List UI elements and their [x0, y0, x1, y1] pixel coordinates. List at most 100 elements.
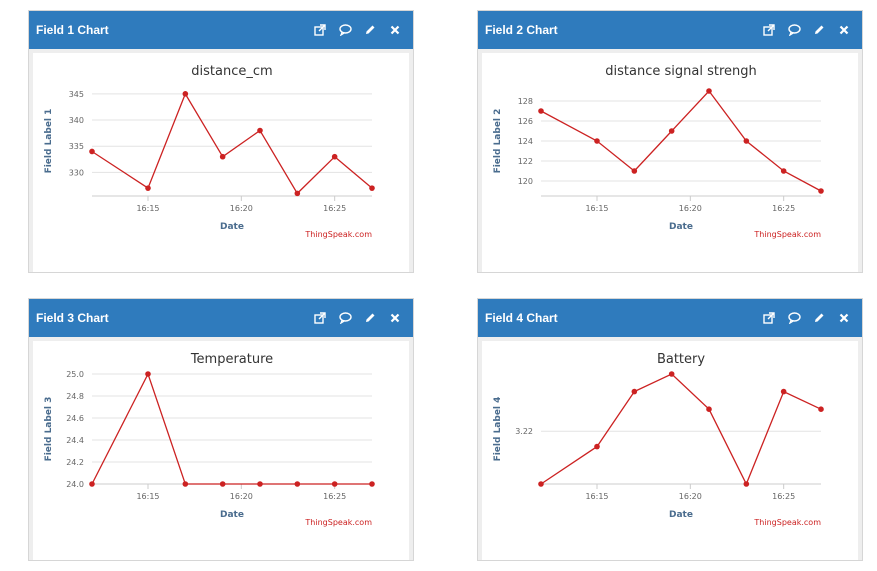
x-axis-label: Date [669, 510, 693, 520]
x-tick-label: 16:15 [136, 492, 159, 501]
comment-icon[interactable] [337, 310, 353, 326]
data-point[interactable] [780, 388, 787, 395]
y-tick-label: 24.8 [66, 392, 84, 401]
x-tick-label: 16:25 [772, 204, 795, 213]
y-tick-label: 126 [518, 117, 533, 126]
chart-svg: Battery 3.22 16:15 16:20 16:25 Date Field Labe… [493, 352, 824, 527]
data-point[interactable] [257, 481, 263, 487]
external-link-icon[interactable] [761, 22, 777, 38]
external-link-icon[interactable] [312, 310, 328, 326]
pencil-icon[interactable] [811, 22, 827, 38]
thingspeak-credit-link[interactable]: ThingSpeak.com [753, 518, 821, 527]
close-icon[interactable] [387, 310, 403, 326]
data-point[interactable] [89, 481, 95, 487]
data-point[interactable] [89, 148, 95, 155]
pencil-icon[interactable] [811, 310, 827, 326]
panel-tools [312, 310, 403, 326]
data-point[interactable] [257, 127, 263, 134]
y-axis-label: Field Label 2 [493, 109, 503, 174]
chart-svg: distance_cm 330 335 340 345 16:15 16:20 16:25 Da… [44, 64, 375, 239]
data-point[interactable] [219, 153, 226, 160]
data-point[interactable] [369, 185, 375, 191]
data-point[interactable] [706, 406, 712, 412]
y-tick-label: 335 [69, 142, 84, 151]
y-tick-label: 128 [518, 97, 533, 106]
x-tick-label: 16:15 [585, 204, 608, 213]
y-tick-label: 24.2 [66, 458, 84, 467]
panel-header: Field 1 Chart [29, 11, 413, 49]
data-point[interactable] [538, 108, 544, 114]
comment-icon[interactable] [786, 22, 802, 38]
data-point[interactable] [706, 88, 712, 94]
external-link-icon[interactable] [312, 22, 328, 38]
panel-body: Battery 3.22 16:15 16:20 16:25 Date Field Labe… [478, 337, 862, 560]
data-point[interactable] [594, 138, 600, 144]
y-tick-label: 340 [69, 116, 84, 125]
pencil-icon[interactable] [362, 22, 378, 38]
y-axis-label: Field Label 3 [44, 397, 54, 462]
data-point[interactable] [780, 168, 787, 174]
data-point[interactable] [294, 190, 301, 197]
data-point[interactable] [818, 406, 824, 412]
x-tick-label: 16:20 [230, 204, 253, 213]
data-point[interactable] [331, 481, 338, 487]
data-point[interactable] [818, 188, 824, 194]
thingspeak-credit-link[interactable]: ThingSpeak.com [304, 230, 372, 239]
data-point[interactable] [294, 481, 301, 487]
external-link-icon[interactable] [761, 310, 777, 326]
y-tick-label: 3.22 [515, 427, 533, 436]
y-tick-label: 124 [518, 137, 533, 146]
comment-icon[interactable] [337, 22, 353, 38]
thingspeak-credit-link[interactable]: ThingSpeak.com [753, 230, 821, 239]
field-1-panel: Field 1 Chart distance_cm 330 335 340 345 16:… [28, 10, 414, 273]
y-axis-label: Field Label 4 [493, 397, 503, 462]
field-3-panel: Field 3 Chart Temperature 24.0 24.2 24.4 24.… [28, 298, 414, 561]
panel-title: Field 4 Chart [485, 311, 558, 325]
chart-svg: distance signal strengh 120 122 124 126 128 16… [493, 64, 824, 239]
data-point[interactable] [631, 168, 638, 174]
data-point[interactable] [631, 388, 638, 395]
panel-tools [761, 310, 852, 326]
x-axis-label: Date [220, 510, 244, 520]
data-point[interactable] [145, 371, 151, 377]
pencil-icon[interactable] [362, 310, 378, 326]
x-tick-label: 16:20 [679, 492, 702, 501]
panel-title: Field 3 Chart [36, 311, 109, 325]
close-icon[interactable] [836, 22, 852, 38]
data-point[interactable] [668, 128, 675, 134]
y-tick-label: 345 [69, 90, 84, 99]
y-tick-label: 25.0 [66, 370, 84, 379]
panel-header: Field 3 Chart [29, 299, 413, 337]
panel-body: distance_cm 330 335 340 345 16:15 16:20 16:25 Da… [29, 49, 413, 272]
data-point[interactable] [668, 371, 675, 377]
data-point[interactable] [182, 91, 189, 97]
data-point[interactable] [331, 153, 338, 160]
data-point[interactable] [182, 481, 189, 487]
chart-title: distance_cm [191, 64, 272, 79]
series-line [91, 92, 373, 195]
panel-body: distance signal strengh 120 122 124 126 128 16… [478, 49, 862, 272]
data-point[interactable] [594, 443, 600, 450]
y-tick-label: 122 [518, 157, 533, 166]
data-point[interactable] [743, 138, 750, 144]
panel-header: Field 2 Chart [478, 11, 862, 49]
data-point[interactable] [538, 481, 544, 487]
close-icon[interactable] [387, 22, 403, 38]
data-point[interactable] [369, 481, 375, 487]
data-point[interactable] [145, 185, 151, 191]
y-axis-label: Field Label 1 [44, 109, 54, 174]
close-icon[interactable] [836, 310, 852, 326]
series-line [540, 89, 822, 192]
thingspeak-credit-link[interactable]: ThingSpeak.com [304, 518, 372, 527]
chart-title: distance signal strengh [605, 64, 756, 79]
series-line [540, 373, 822, 486]
chart-area: distance signal strengh 120 122 124 126 128 16… [482, 53, 858, 272]
chart-title: Battery [657, 352, 705, 367]
panel-title: Field 2 Chart [485, 23, 558, 37]
panel-header: Field 4 Chart [478, 299, 862, 337]
chart-title: Temperature [190, 352, 273, 367]
comment-icon[interactable] [786, 310, 802, 326]
data-point[interactable] [743, 481, 750, 487]
data-point[interactable] [219, 481, 226, 487]
x-axis-label: Date [220, 222, 244, 232]
